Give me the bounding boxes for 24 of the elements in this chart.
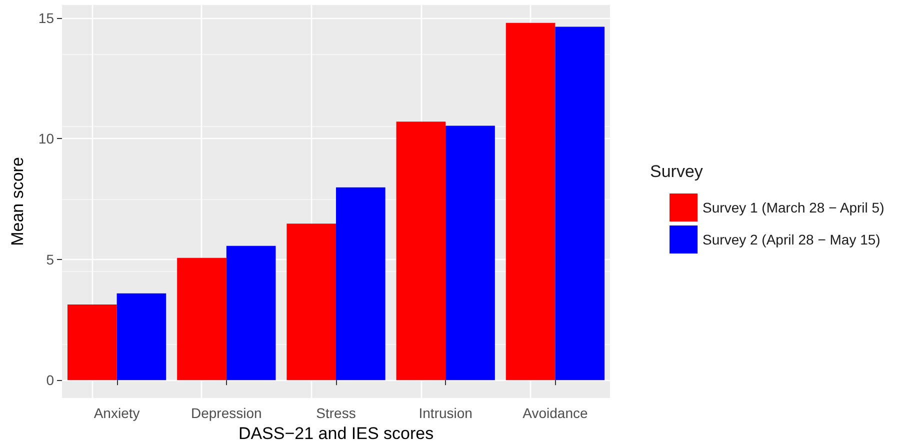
- bar: [336, 187, 386, 380]
- x-tick-label: Avoidance: [522, 405, 588, 421]
- legend-label: Survey 1 (March 28 − April 5): [702, 200, 884, 216]
- y-axis-title: Mean score: [8, 157, 27, 246]
- legend-label: Survey 2 (April 28 − May 15): [702, 232, 880, 248]
- y-tick-label: 15: [38, 10, 54, 26]
- x-axis-title: DASS−21 and IES scores: [238, 424, 434, 443]
- bar: [116, 293, 166, 380]
- x-tick-label: Intrusion: [418, 405, 472, 421]
- x-tick-label: Depression: [190, 405, 262, 421]
- bar: [446, 126, 495, 380]
- x-tick-label: Anxiety: [94, 405, 140, 421]
- y-tick-label: 5: [46, 251, 54, 268]
- x-tick-label: Stress: [316, 405, 356, 421]
- bar: [177, 258, 226, 380]
- y-tick-label: 0: [46, 372, 54, 388]
- bar: [286, 224, 336, 380]
- bar: [67, 304, 117, 380]
- y-tick-label: 10: [38, 130, 54, 147]
- bar: [555, 26, 605, 380]
- bar: [506, 22, 556, 380]
- legend-title: Survey: [650, 162, 704, 181]
- bar: [226, 246, 276, 380]
- bar: [396, 122, 446, 380]
